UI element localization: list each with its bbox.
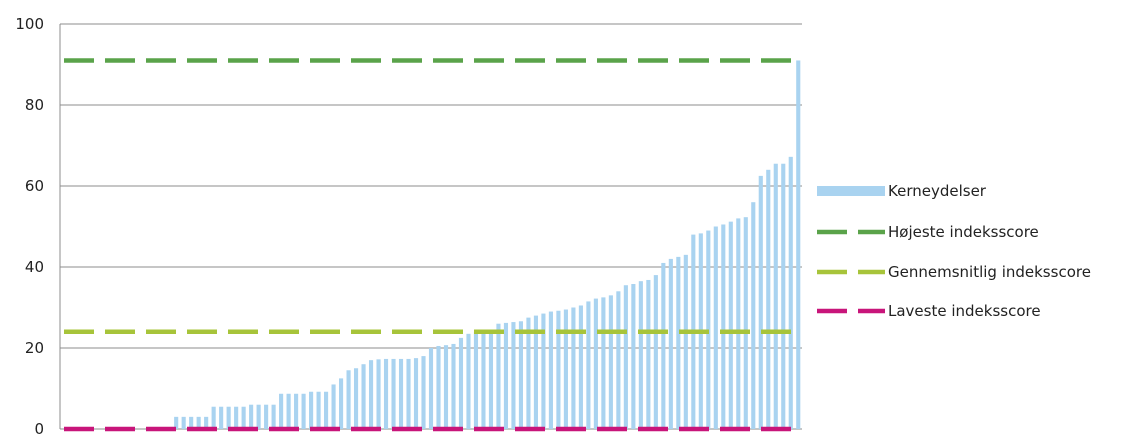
- bar-18: [189, 416, 194, 429]
- bar-29: [271, 404, 276, 429]
- bar-67: [556, 310, 561, 429]
- bar-42: [368, 360, 374, 429]
- bar-38: [338, 378, 344, 429]
- legend-label: Højeste indeksscore: [888, 223, 1039, 241]
- bar-47: [406, 358, 411, 429]
- bar-65: [541, 313, 546, 429]
- bar-17: [181, 416, 186, 429]
- bar-39: [346, 370, 351, 429]
- bar-22: [219, 406, 224, 429]
- bar-70: [578, 305, 583, 429]
- y-tick-label: 20: [25, 339, 44, 357]
- bar-33: [301, 393, 306, 429]
- y-tick-label: 60: [25, 177, 44, 195]
- bar-84: [683, 254, 688, 429]
- bar-21: [211, 406, 216, 429]
- bar-53: [451, 343, 456, 429]
- reference-lines: [64, 58, 802, 432]
- bar-44: [383, 358, 389, 429]
- y-tick-label: 0: [34, 420, 44, 434]
- bar-89: [721, 224, 726, 429]
- bar-35: [316, 391, 321, 429]
- bar-54: [458, 337, 464, 429]
- legend-label: Laveste indeksscore: [888, 302, 1041, 320]
- bar-34: [309, 391, 314, 429]
- bar-27: [256, 404, 261, 429]
- bar-19: [196, 416, 201, 429]
- bar-98: [788, 156, 793, 429]
- bar-76: [623, 285, 628, 429]
- bar-41: [361, 364, 366, 429]
- bar-66: [548, 311, 553, 429]
- legend-swatch-bar: [817, 186, 885, 196]
- bar-48: [413, 358, 419, 429]
- bar-64: [533, 315, 538, 429]
- bar-62: [518, 321, 524, 429]
- bar-97: [781, 163, 786, 429]
- bar-71: [586, 301, 591, 429]
- bar-50: [428, 348, 434, 429]
- bar-72: [593, 298, 598, 429]
- bar-25: [241, 406, 246, 429]
- legend: Kerneydelser Højeste indeksscore Gennemsni…: [817, 182, 1091, 320]
- bar-88: [713, 226, 718, 429]
- bar-83: [676, 256, 681, 429]
- bar-73: [601, 297, 606, 429]
- bar-95: [766, 169, 771, 430]
- bar-80: [653, 275, 658, 429]
- bar-43: [376, 359, 381, 429]
- bar-61: [511, 322, 516, 429]
- bar-16: [174, 416, 179, 429]
- bar-99: [796, 60, 801, 429]
- bar-51: [436, 345, 441, 429]
- bar-93: [751, 202, 756, 429]
- bar-57: [481, 330, 486, 429]
- bar-75: [616, 291, 621, 429]
- bar-32: [294, 393, 299, 429]
- bar-63: [526, 317, 531, 429]
- bar-82: [668, 258, 673, 429]
- bar-45: [391, 358, 396, 429]
- bar-28: [264, 404, 269, 429]
- bar-78: [638, 281, 643, 429]
- bar-40: [353, 368, 359, 429]
- bar-96: [773, 163, 778, 429]
- bar-91: [736, 218, 741, 429]
- legend-label: Kerneydelser: [888, 182, 987, 200]
- bar-92: [743, 217, 748, 429]
- bar-77: [631, 284, 636, 429]
- bar-60: [503, 322, 509, 429]
- bar-81: [661, 262, 666, 429]
- bar-58: [488, 329, 494, 429]
- y-tick-label: 100: [15, 15, 44, 33]
- bar-68: [563, 309, 568, 429]
- bar-74: [608, 295, 613, 429]
- bar-94: [758, 175, 763, 429]
- bar-90: [728, 221, 733, 429]
- bar-37: [331, 384, 336, 429]
- y-tick-label: 40: [25, 258, 44, 276]
- y-axis: 0 20 40 60 80 100: [15, 15, 61, 434]
- bar-31: [286, 393, 291, 429]
- bar-24: [234, 406, 239, 429]
- bar-59: [496, 323, 501, 429]
- bar-79: [646, 279, 651, 429]
- bar-series: [174, 60, 801, 430]
- bar-56: [473, 331, 479, 429]
- y-tick-label: 80: [25, 96, 44, 114]
- bar-20: [204, 416, 209, 429]
- bar-36: [324, 391, 329, 429]
- bar-26: [249, 404, 254, 429]
- bar-23: [226, 406, 231, 429]
- bar-55: [466, 333, 471, 429]
- bar-49: [421, 356, 426, 429]
- bar-46: [398, 358, 404, 429]
- legend-label: Gennemsnitlig indeksscore: [888, 263, 1091, 281]
- bar-69: [571, 307, 576, 429]
- bar-52: [443, 345, 449, 429]
- bar-30: [279, 393, 284, 429]
